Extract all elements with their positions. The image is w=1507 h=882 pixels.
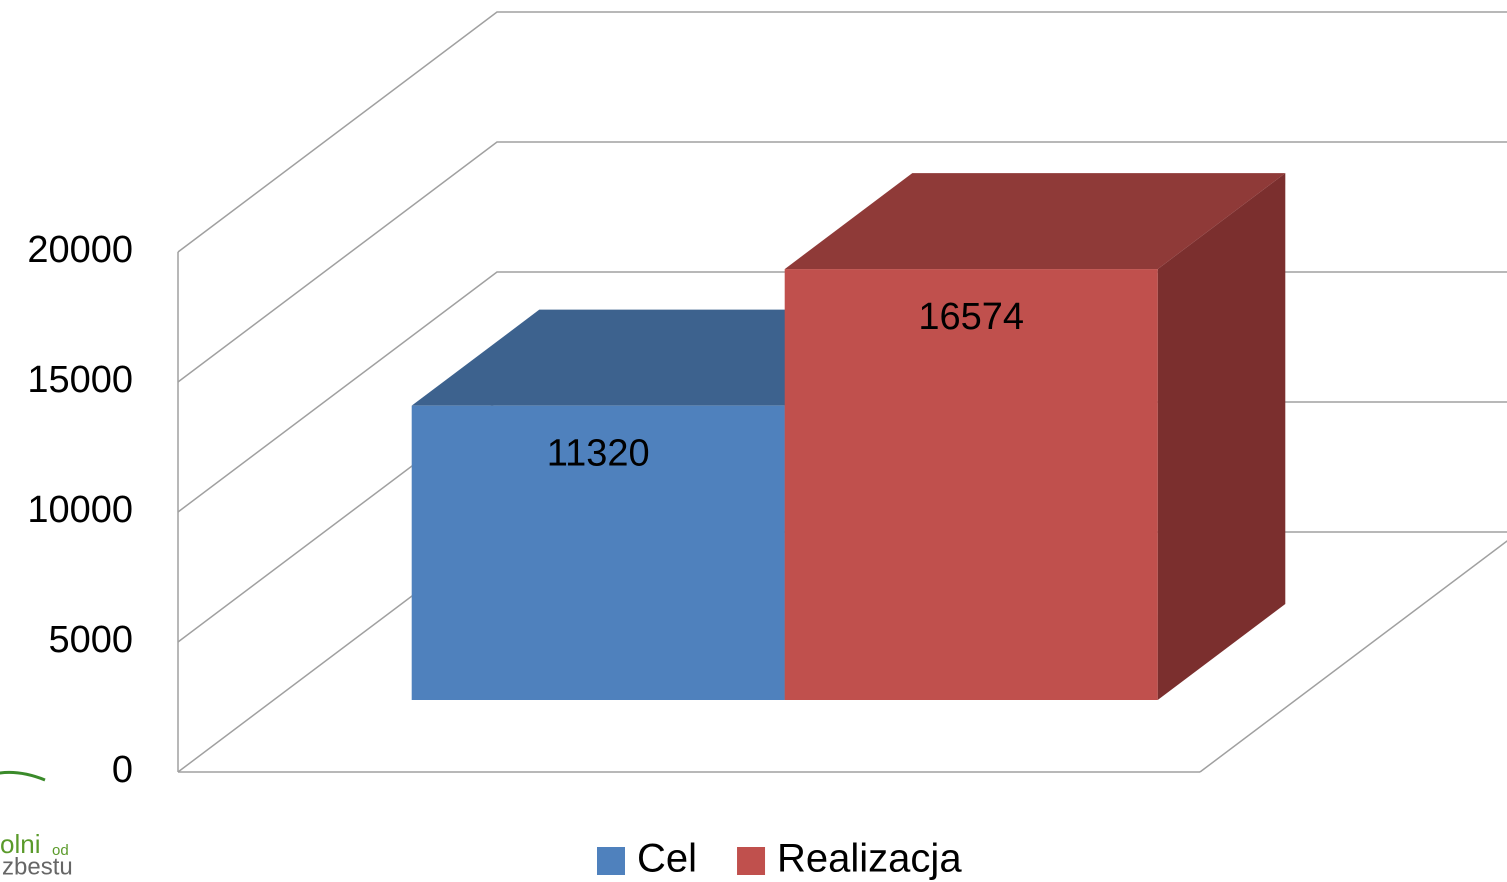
value-label: 16574 [918, 296, 1024, 338]
bar [411, 405, 785, 700]
y-tick-label: 20000 [27, 229, 133, 271]
legend-swatch [597, 847, 625, 875]
bar [784, 269, 1158, 700]
legend-label: Cel [637, 837, 697, 881]
value-label: 11320 [547, 433, 650, 475]
y-tick-label: 0 [112, 749, 133, 791]
grid-line [177, 141, 1507, 383]
bar-top [784, 173, 1286, 270]
logo-text: od [52, 842, 69, 859]
floor-edge [1199, 540, 1507, 773]
logo-swoosh [0, 770, 46, 782]
y-tick-label: 10000 [27, 489, 133, 531]
legend-label: Realizacja [777, 837, 962, 881]
grid-line [177, 11, 1507, 253]
bar-side [1157, 173, 1286, 701]
y-tick-label: 15000 [27, 359, 133, 401]
logo-text: olni [0, 829, 40, 859]
legend-swatch [737, 847, 766, 875]
logo-text: zbestu [2, 853, 73, 880]
y-tick-label: 5000 [48, 619, 133, 661]
